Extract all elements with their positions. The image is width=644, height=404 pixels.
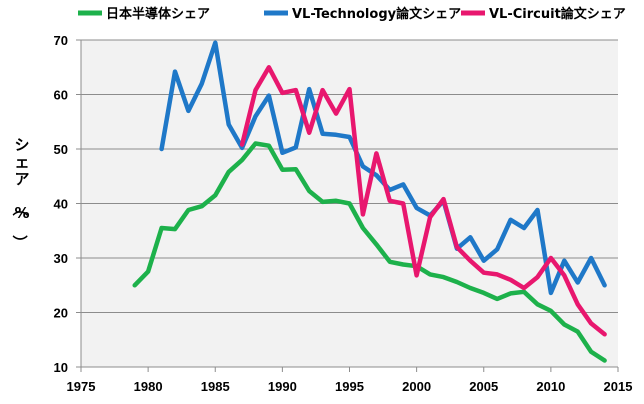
y-tick-label-70: 70 <box>54 33 68 48</box>
y-tick-label-10: 10 <box>54 360 68 375</box>
y-tick-label-20: 20 <box>54 306 68 321</box>
y-tick-label-50: 50 <box>54 142 68 157</box>
x-tick-label-2000: 2000 <box>402 379 431 394</box>
y-tick-label-40: 40 <box>54 197 68 212</box>
x-axis-ticks: 1975 1980 1985 1990 1995 2000 2005 2010 2015 <box>67 367 633 394</box>
legend-item-3: VL-Circuit論文シェア <box>461 6 626 22</box>
y-axis-label: シェア（%） <box>10 136 29 250</box>
y-tick-label-60: 60 <box>54 88 68 103</box>
x-tick-label-1995: 1995 <box>335 379 364 394</box>
series-line-1 <box>132 141 607 363</box>
x-tick-label-2010: 2010 <box>536 379 565 394</box>
legend-label: 日本半導体シェア <box>106 6 210 22</box>
y-axis-label-text: シェア（%） <box>10 136 29 250</box>
legend-item-2: VL-Technology論文シェア <box>264 6 461 22</box>
x-tick-label-1975: 1975 <box>67 379 96 394</box>
x-tick-label-1985: 1985 <box>201 379 230 394</box>
x-tick-label-2015: 2015 <box>604 379 633 394</box>
legend-label: VL-Circuit論文シェア <box>489 6 626 22</box>
y-axis-ticks: 10 20 30 40 50 60 70 <box>54 33 81 375</box>
y-tick-label-30: 30 <box>54 251 68 266</box>
legend-item-1: 日本半導体シェア <box>78 6 210 22</box>
series-layer <box>132 40 607 363</box>
series-line-3 <box>239 65 607 337</box>
x-tick-label-1980: 1980 <box>134 379 163 394</box>
legend: 日本半導体シェア VL-Technology論文シェア VL-Circuit論文シェ… <box>78 6 626 22</box>
x-tick-label-2005: 2005 <box>469 379 498 394</box>
legend-label: VL-Technology論文シェア <box>292 6 461 22</box>
x-tick-label-1990: 1990 <box>268 379 297 394</box>
